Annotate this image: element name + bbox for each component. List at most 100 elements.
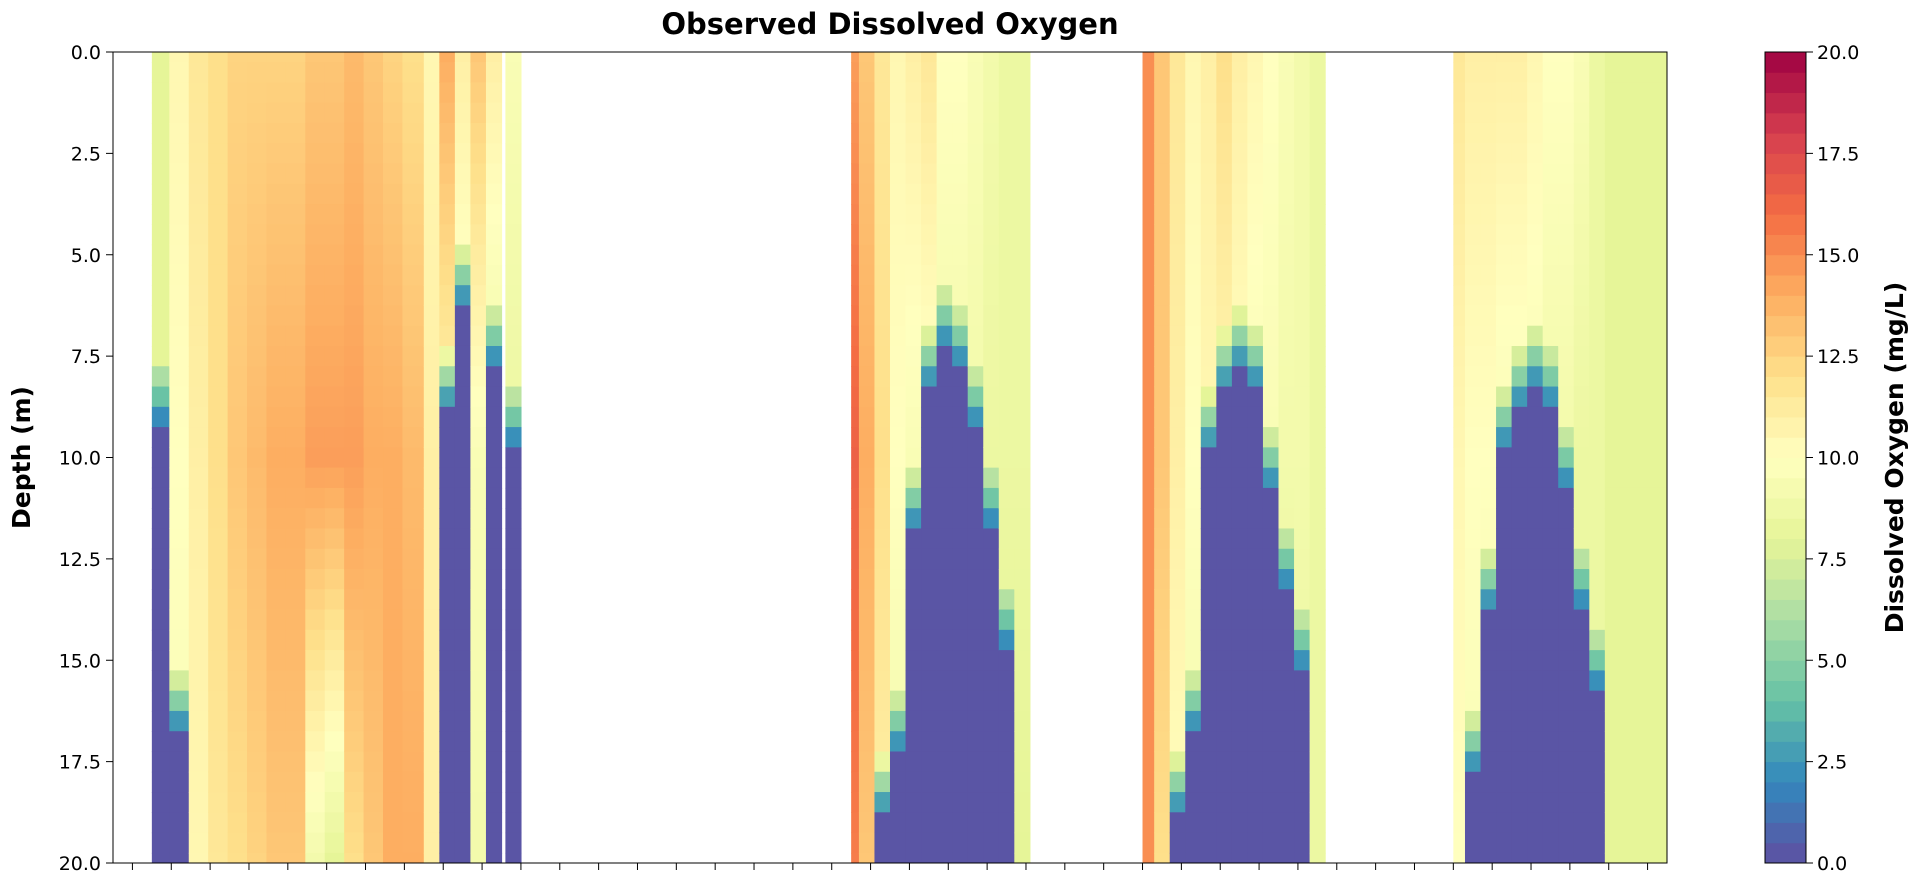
heatmap-cell (344, 102, 365, 124)
heatmap-cell (1604, 305, 1629, 327)
colorbar-swatch (1765, 802, 1806, 823)
heatmap-cell (247, 650, 268, 671)
heatmap-cell (1278, 629, 1295, 651)
heatmap-cell (998, 82, 1015, 104)
heatmap-cell (1231, 264, 1249, 286)
heatmap-cell (1142, 244, 1155, 266)
heatmap-cell (285, 710, 306, 732)
heatmap-cell (1496, 650, 1513, 671)
heatmap-cell (1573, 143, 1590, 165)
heatmap-cell (998, 731, 1015, 753)
heatmap-cell (936, 52, 953, 63)
heatmap-cell (1247, 852, 1264, 863)
heatmap-cell (1231, 305, 1249, 327)
heatmap-cell (998, 528, 1015, 550)
heatmap-cell (1247, 670, 1264, 692)
heatmap-cell (324, 325, 345, 347)
heatmap-cell (1309, 629, 1326, 651)
heatmap-cell (874, 406, 891, 428)
heatmap-cell (1231, 650, 1249, 671)
heatmap-cell (874, 690, 891, 712)
heatmap-cell (1604, 792, 1629, 813)
heatmap-cell (1453, 731, 1466, 753)
heatmap-cell (1511, 650, 1528, 671)
heatmap-cell (851, 406, 860, 428)
heatmap-cell (151, 406, 170, 428)
heatmap-cell (1231, 852, 1249, 863)
heatmap-cell (344, 589, 365, 611)
heatmap-cell (1169, 406, 1186, 428)
heatmap-cell (1511, 102, 1528, 124)
heatmap-cell (247, 82, 268, 104)
heatmap-cell (1185, 852, 1202, 863)
colorbar-swatch (1765, 680, 1806, 702)
heatmap-cell (151, 264, 170, 286)
heatmap-cell (1294, 366, 1311, 388)
heatmap-cell (851, 366, 860, 388)
heatmap-cell (247, 366, 268, 388)
heatmap-cell (305, 629, 326, 651)
heatmap-cell (1247, 812, 1264, 834)
heatmap-cell (363, 447, 384, 469)
heatmap-cell (1589, 467, 1606, 489)
heatmap-cell (305, 52, 326, 63)
heatmap-cell (1453, 487, 1466, 509)
heatmap-cell (247, 852, 268, 863)
heatmap-cell (851, 487, 860, 509)
heatmap-cell (470, 183, 487, 205)
heatmap-cell (505, 528, 522, 550)
heatmap-cell (344, 467, 365, 489)
heatmap-cell (890, 508, 907, 530)
heatmap-cell (936, 427, 953, 448)
heatmap-cell (1216, 710, 1233, 732)
heatmap-cell (905, 852, 922, 863)
chart-title: Observed Dissolved Oxygen (661, 7, 1118, 41)
heatmap-cell (1200, 569, 1217, 590)
heatmap-cell (1231, 792, 1249, 813)
heatmap-cell (1262, 609, 1280, 631)
heatmap-cell (344, 508, 365, 530)
heatmap-cell (1278, 163, 1295, 185)
heatmap-cell (1480, 305, 1497, 327)
heatmap-cell (1278, 366, 1295, 388)
heatmap-cell (998, 305, 1015, 327)
heatmap-cell (1558, 122, 1575, 144)
heatmap-cell (1185, 650, 1202, 671)
heatmap-cell (1231, 771, 1249, 793)
heatmap-cell (1558, 508, 1575, 530)
heatmap-cell (1589, 731, 1606, 753)
heatmap-cell (305, 264, 326, 286)
heatmap-cell (1527, 305, 1544, 327)
heatmap-cell (423, 812, 440, 834)
heatmap-cell (1154, 751, 1171, 773)
heatmap-cell (1142, 629, 1155, 651)
heatmap-cell (1589, 832, 1606, 854)
heatmap-cell (227, 731, 248, 753)
heatmap-cell (1589, 690, 1606, 712)
heatmap-cell (1154, 62, 1171, 84)
heatmap-cell (874, 447, 891, 469)
heatmap-cell (247, 52, 268, 63)
heatmap-cell (1200, 62, 1217, 84)
heatmap-cell (1169, 82, 1186, 104)
heatmap-cell (874, 731, 891, 753)
heatmap-cell (227, 690, 248, 712)
heatmap-cell (151, 771, 170, 793)
heatmap-cell (952, 812, 969, 834)
heatmap-cell (1496, 447, 1513, 469)
heatmap-cell (1480, 224, 1497, 246)
heatmap-cell (1628, 204, 1667, 225)
heatmap-cell (1589, 264, 1606, 286)
heatmap-cell (936, 508, 953, 530)
heatmap-cell (1309, 812, 1326, 834)
heatmap-cell (439, 427, 456, 448)
heatmap-cell (1200, 731, 1217, 753)
heatmap-cell (1247, 710, 1264, 732)
heatmap-cell (1589, 427, 1606, 448)
heatmap-cell (439, 345, 456, 367)
colorbar-swatch (1765, 437, 1806, 458)
heatmap-cell (1511, 325, 1528, 347)
heatmap-cell (851, 609, 860, 631)
heatmap-cell (305, 569, 326, 590)
heatmap-cell (247, 670, 268, 692)
